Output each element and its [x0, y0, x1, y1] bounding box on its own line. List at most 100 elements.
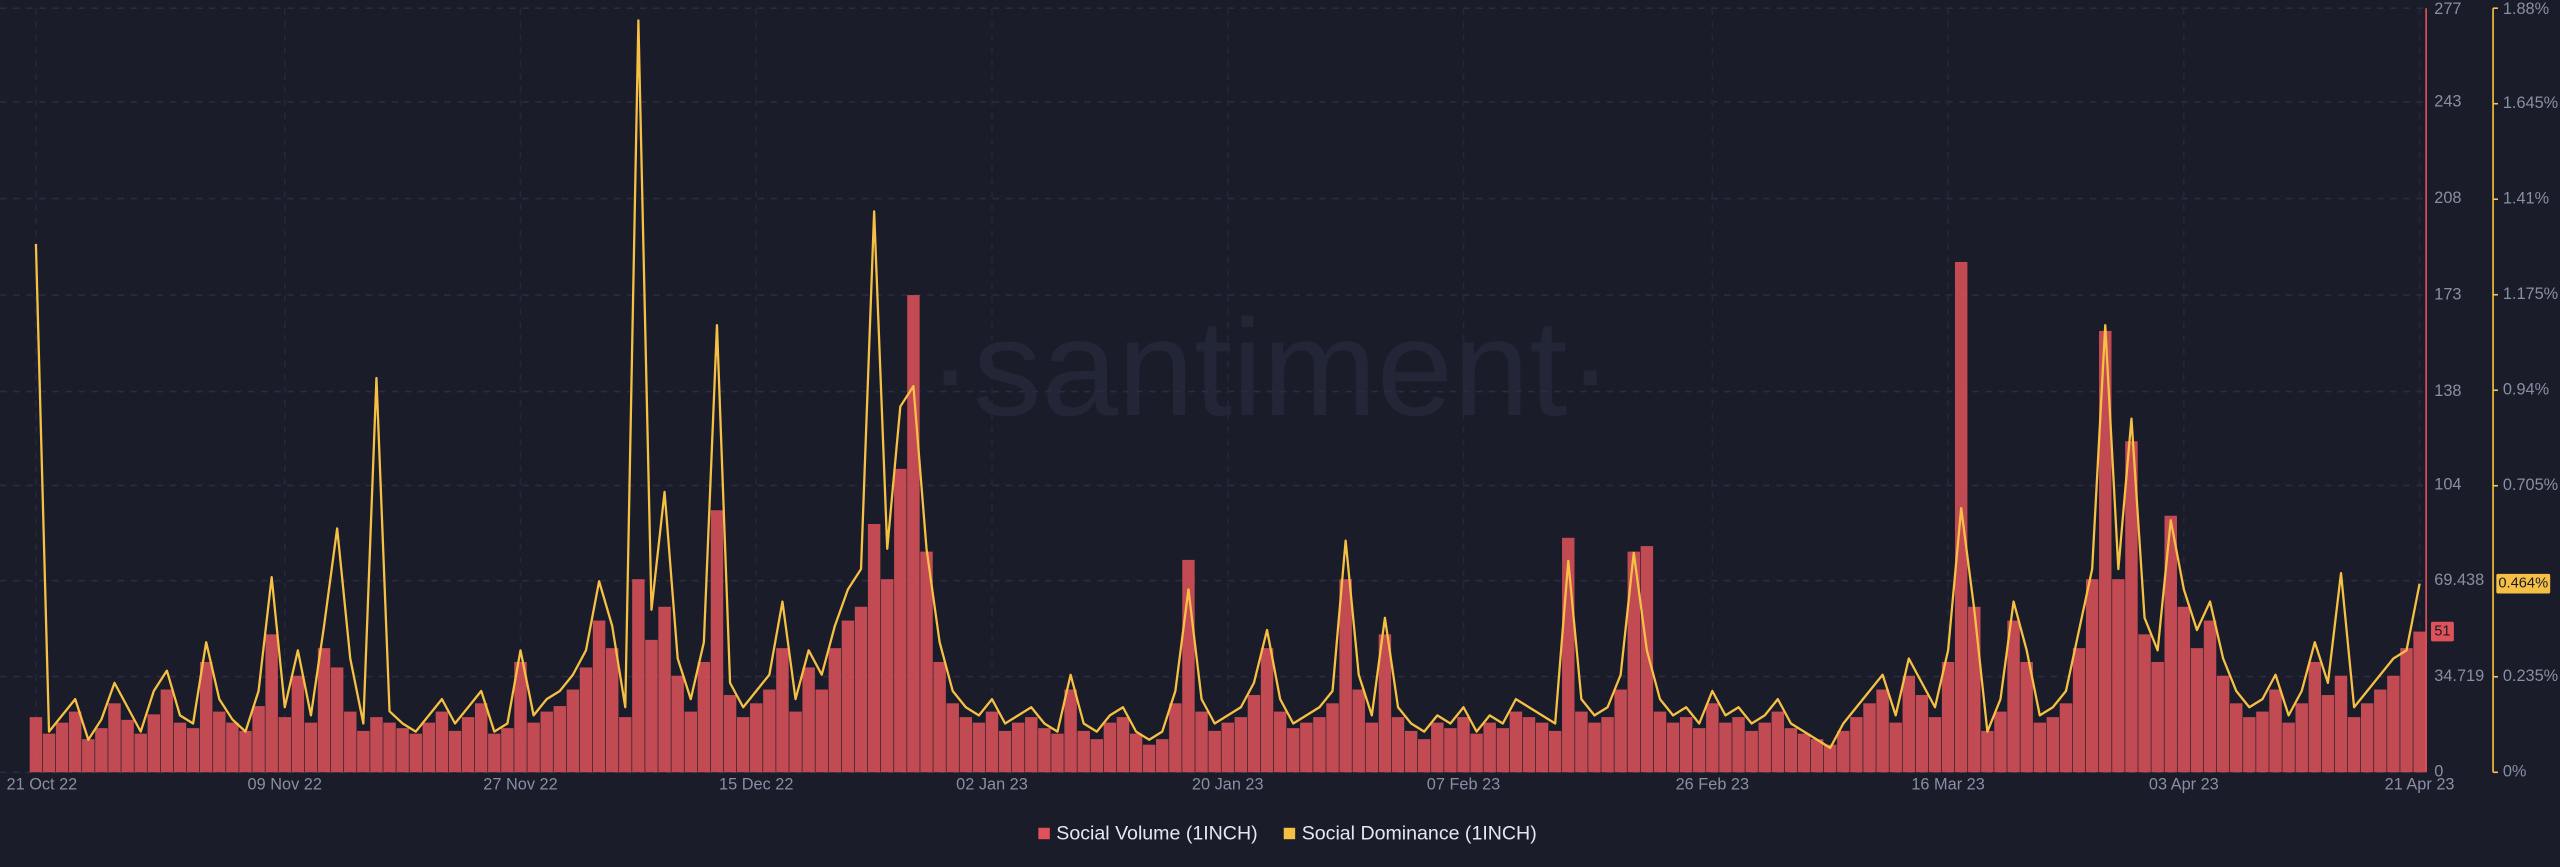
bar: [1365, 722, 1379, 773]
bar: [1169, 703, 1182, 773]
bar: [2243, 717, 2256, 773]
bar: [2125, 441, 2138, 773]
bar: [579, 667, 593, 773]
y-tick-label: 138: [2434, 382, 2461, 400]
bar: [1941, 661, 1955, 773]
bar: [1208, 730, 1221, 773]
bar: [907, 295, 920, 773]
bar: [1601, 717, 1614, 773]
bar: [645, 639, 658, 773]
bar: [409, 733, 422, 773]
bar: [1902, 675, 1916, 773]
bar: [68, 711, 82, 773]
bar: [2295, 703, 2308, 773]
x-tick-label: 16 Mar 23: [1911, 776, 1984, 794]
watermark: ·santiment·: [927, 292, 1613, 445]
bar: [1064, 689, 1077, 773]
bar: [1247, 695, 1261, 773]
bar: [723, 695, 737, 773]
x-tick-label: 26 Feb 23: [1676, 776, 1749, 794]
bar: [1915, 695, 1929, 773]
bar: [1116, 717, 1130, 773]
bar: [514, 661, 527, 773]
bar: [226, 722, 239, 773]
bar: [2230, 703, 2243, 773]
bar: [881, 579, 894, 773]
bar: [265, 634, 278, 773]
y-tick-label: 208: [2434, 189, 2461, 207]
bar: [1548, 730, 1562, 773]
bar: [1090, 739, 1104, 773]
bar: [199, 661, 213, 773]
last-value-badge: [2431, 621, 2454, 642]
bar: [1457, 717, 1470, 773]
x-tick-label: 20 Jan 23: [1192, 776, 1264, 794]
x-tick-label: 02 Jan 23: [956, 776, 1028, 794]
bar: [1640, 546, 1654, 773]
y2-tick-label: 0.94%: [2503, 381, 2549, 399]
y2-tick-label: 1.88%: [2503, 0, 2549, 18]
bar: [1810, 739, 1824, 773]
legend: Social Volume (1INCH) Social Dominance (1…: [1038, 822, 1537, 844]
bar: [1850, 717, 1863, 773]
bar: [815, 689, 828, 773]
bar: [946, 703, 959, 773]
bar: [1470, 733, 1483, 773]
legend-label: Social Dominance (1INCH): [1302, 822, 1537, 844]
bar: [1051, 733, 1064, 773]
bar: [448, 730, 462, 773]
bar: [1156, 739, 1169, 773]
bar: [213, 711, 226, 773]
y-tick-label: 277: [2434, 0, 2461, 18]
bar: [619, 717, 632, 773]
line: [34, 19, 2421, 750]
bar: [789, 711, 802, 773]
last-value-badge: [2496, 573, 2551, 594]
bar: [2387, 675, 2400, 773]
bar: [1535, 722, 1549, 773]
bar: [2360, 703, 2374, 773]
y2-tick-label: 0%: [2503, 763, 2527, 781]
bar: [1038, 728, 1051, 773]
bar: [252, 706, 265, 773]
bar: [736, 717, 750, 773]
bar: [501, 728, 514, 773]
bar: [2151, 661, 2164, 773]
bar: [1693, 728, 1706, 773]
bar: [972, 722, 986, 773]
bar: [383, 722, 396, 773]
bar: [658, 606, 671, 773]
bar: [592, 620, 606, 773]
bar: [1981, 730, 1994, 773]
bar: [1339, 579, 1352, 773]
bar: [239, 730, 252, 773]
bar: [985, 711, 999, 773]
bar: [710, 510, 724, 773]
bar: [2138, 634, 2151, 773]
bar: [1588, 722, 1601, 773]
x-tick-label: 21 Apr 23: [2385, 776, 2455, 794]
y-tick-label: 104: [2434, 476, 2461, 494]
bar: [1876, 689, 1889, 773]
y-tick-label: 34.719: [2434, 667, 2484, 685]
bar: [330, 667, 344, 773]
bar: [1234, 717, 1248, 773]
bar: [2347, 717, 2361, 773]
bar: [344, 711, 357, 773]
bar: [1679, 717, 1693, 773]
bar: [1797, 733, 1811, 773]
bar: [422, 722, 436, 773]
bar: [1195, 711, 1208, 773]
x-tick-label: 09 Nov 22: [248, 776, 322, 794]
bar: [1011, 722, 1025, 773]
bar: [2216, 675, 2230, 773]
x-tick-label: 27 Nov 22: [483, 776, 557, 794]
bar: [1378, 634, 1392, 773]
bar: [435, 711, 449, 773]
bar: [121, 719, 134, 773]
bar: [2269, 689, 2282, 773]
bar: [1509, 711, 1523, 773]
bar: [1666, 722, 1680, 773]
bar: [1522, 717, 1536, 773]
